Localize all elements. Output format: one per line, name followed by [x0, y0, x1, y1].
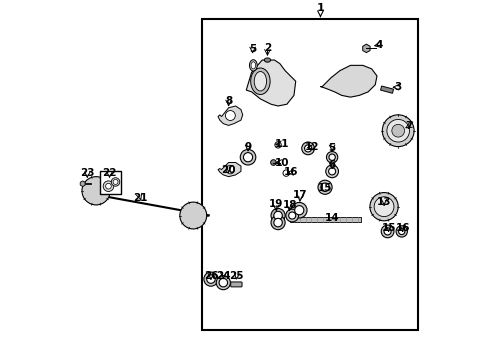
- Bar: [380, 86, 393, 93]
- Circle shape: [105, 183, 111, 189]
- Ellipse shape: [264, 58, 270, 62]
- Circle shape: [328, 168, 335, 175]
- Text: 6: 6: [328, 160, 335, 170]
- Text: 4: 4: [374, 40, 382, 50]
- Text: 13: 13: [376, 197, 390, 207]
- Circle shape: [180, 202, 206, 229]
- Text: 15: 15: [317, 183, 332, 193]
- Circle shape: [113, 180, 118, 184]
- Circle shape: [240, 149, 255, 165]
- Text: 12: 12: [304, 142, 318, 152]
- Text: 14: 14: [324, 213, 339, 223]
- Polygon shape: [290, 217, 360, 221]
- Circle shape: [317, 180, 331, 194]
- Text: 16: 16: [284, 167, 298, 177]
- Text: 11: 11: [274, 139, 288, 149]
- Circle shape: [328, 154, 335, 161]
- Text: 19: 19: [268, 199, 283, 209]
- Circle shape: [398, 228, 404, 235]
- Circle shape: [386, 120, 408, 142]
- Polygon shape: [218, 162, 241, 177]
- Ellipse shape: [249, 60, 257, 71]
- Circle shape: [273, 219, 282, 227]
- Circle shape: [326, 152, 337, 163]
- Circle shape: [225, 165, 234, 174]
- Circle shape: [304, 145, 311, 152]
- Circle shape: [391, 124, 404, 137]
- Circle shape: [283, 170, 289, 176]
- Polygon shape: [246, 60, 295, 106]
- Text: 25: 25: [229, 271, 244, 280]
- Text: 1: 1: [316, 3, 324, 13]
- Circle shape: [381, 225, 393, 238]
- Circle shape: [288, 212, 295, 219]
- Circle shape: [270, 160, 276, 165]
- Text: 10: 10: [274, 158, 288, 167]
- Circle shape: [395, 226, 407, 237]
- Text: 9: 9: [244, 142, 251, 152]
- Circle shape: [219, 278, 227, 287]
- Circle shape: [301, 142, 314, 155]
- Text: 2: 2: [264, 44, 270, 53]
- Circle shape: [243, 153, 252, 162]
- Text: 18: 18: [282, 200, 296, 210]
- Circle shape: [373, 197, 393, 217]
- Text: 22: 22: [102, 168, 117, 178]
- Circle shape: [382, 115, 413, 147]
- Circle shape: [111, 178, 120, 186]
- Circle shape: [285, 209, 298, 222]
- Circle shape: [270, 216, 285, 230]
- Circle shape: [203, 272, 218, 286]
- Polygon shape: [362, 44, 369, 53]
- Circle shape: [270, 208, 285, 222]
- Bar: [100, 171, 121, 194]
- Circle shape: [216, 276, 230, 290]
- Ellipse shape: [250, 62, 255, 69]
- FancyBboxPatch shape: [230, 282, 242, 287]
- Text: 23: 23: [80, 168, 94, 178]
- Polygon shape: [218, 106, 242, 125]
- Text: 20: 20: [221, 165, 235, 175]
- Text: 5: 5: [248, 44, 256, 54]
- Bar: [202, 19, 417, 330]
- Ellipse shape: [250, 68, 269, 95]
- Circle shape: [325, 165, 338, 178]
- Polygon shape: [83, 183, 91, 184]
- Polygon shape: [320, 66, 376, 97]
- Circle shape: [103, 181, 114, 192]
- Text: 26: 26: [203, 271, 218, 280]
- Text: 24: 24: [216, 271, 230, 280]
- Text: 8: 8: [224, 96, 232, 107]
- Circle shape: [291, 202, 306, 218]
- Circle shape: [274, 142, 281, 148]
- Circle shape: [369, 193, 397, 221]
- Circle shape: [383, 228, 390, 235]
- Text: 17: 17: [292, 190, 307, 201]
- Text: 5: 5: [328, 143, 335, 153]
- Text: 3: 3: [394, 82, 401, 92]
- Ellipse shape: [254, 72, 266, 91]
- Circle shape: [294, 206, 303, 215]
- Circle shape: [206, 275, 215, 283]
- Text: 7: 7: [404, 121, 412, 131]
- Text: 16: 16: [395, 223, 409, 233]
- Text: 21: 21: [133, 193, 147, 203]
- Circle shape: [225, 111, 235, 121]
- Text: 15: 15: [381, 223, 395, 233]
- Circle shape: [82, 177, 110, 205]
- Circle shape: [320, 183, 328, 192]
- Polygon shape: [80, 181, 85, 186]
- Circle shape: [273, 211, 282, 220]
